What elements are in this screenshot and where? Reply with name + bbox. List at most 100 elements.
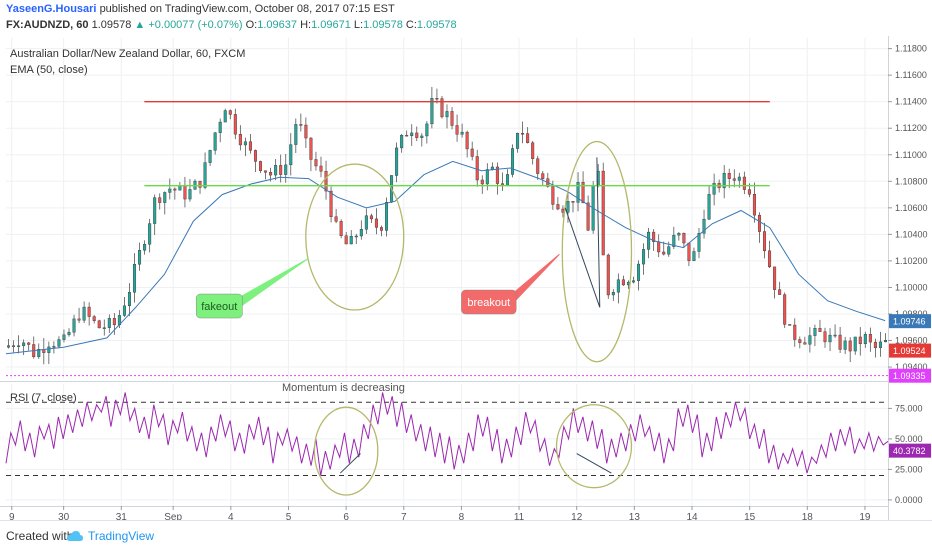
candle	[858, 327, 862, 356]
y-tick-label: 1.09400	[895, 362, 928, 372]
price-tag-box	[889, 343, 931, 358]
candle	[536, 155, 540, 180]
rsi-highlight-ellipse[interactable]	[313, 406, 379, 496]
candle	[425, 121, 429, 144]
chart-canvas[interactable]: Australian Dollar/New Zealand Dollar, 60…	[0, 36, 932, 520]
candle	[259, 160, 263, 174]
candle	[798, 336, 802, 349]
candle-body	[148, 223, 152, 245]
candle	[878, 331, 882, 357]
candle	[556, 197, 560, 211]
candle	[228, 109, 232, 120]
candle-body	[440, 98, 444, 118]
high-label: H:	[300, 19, 312, 31]
candle-body	[460, 131, 464, 135]
candle	[883, 333, 887, 343]
candle-body	[692, 251, 696, 261]
candle	[521, 121, 525, 144]
low-label: L:	[353, 19, 364, 31]
candle-body	[450, 111, 454, 126]
candle-body	[485, 169, 489, 185]
candle	[722, 165, 726, 199]
author-link[interactable]: YaseenG.Housari	[6, 3, 97, 15]
candle	[455, 114, 459, 142]
candle	[420, 133, 424, 147]
rsi-tick-label: 75.000	[895, 403, 923, 413]
candle-body	[853, 336, 857, 352]
candle-body	[601, 170, 605, 256]
rsi-tick-label: 0.0000	[895, 495, 923, 505]
rsi-highlight-ellipse[interactable]	[555, 404, 633, 489]
momentum-annotation: Momentum is decreasing	[282, 382, 405, 394]
candle-body	[798, 339, 802, 343]
candle	[647, 227, 651, 259]
time-axis[interactable]: 9 30 31 Sep 4 5 6 7 8 11 12 13 14 15 18 19	[9, 506, 871, 520]
candle-body	[183, 185, 187, 200]
candle-body	[248, 141, 252, 151]
candle-body	[238, 133, 242, 146]
candle-body	[47, 346, 51, 353]
highlight-ellipse[interactable]	[561, 140, 633, 363]
candle-body	[637, 263, 641, 281]
candle	[102, 319, 106, 336]
tradingview-brand[interactable]: TradingView	[88, 529, 155, 543]
candle-body	[838, 334, 842, 350]
ema-legend: EMA (50, close)	[10, 64, 88, 76]
candle-body	[682, 233, 686, 244]
candle	[173, 187, 177, 200]
candle-body	[52, 346, 56, 348]
candle	[616, 273, 620, 304]
candle	[410, 124, 414, 146]
highlight-ellipse[interactable]	[305, 163, 405, 311]
price-pane[interactable]: Australian Dollar/New Zealand Dollar, 60…	[5, 48, 888, 377]
fakeout-callout[interactable]: fakeout	[195, 257, 309, 319]
candle	[299, 113, 303, 132]
candle	[374, 208, 378, 235]
candle	[62, 329, 66, 343]
candle	[349, 230, 353, 245]
candle-body	[883, 340, 887, 343]
candle	[848, 337, 852, 363]
candle-body	[223, 110, 227, 123]
rsi-pane[interactable]: RSI (7, close) Momentum is decreasing	[5, 382, 889, 496]
candle-body	[778, 289, 782, 295]
candle	[163, 191, 167, 215]
candle-body	[586, 202, 590, 231]
breakout-callout[interactable]: breakout	[461, 253, 560, 315]
candle	[133, 253, 137, 303]
candle-body	[143, 244, 147, 251]
candle	[57, 336, 61, 349]
price-tag-box	[889, 314, 931, 329]
candle-body	[102, 327, 106, 329]
candle-body	[112, 318, 116, 326]
candle-body	[228, 110, 232, 115]
candle-body	[67, 331, 71, 336]
candle	[470, 141, 474, 161]
candle	[354, 233, 358, 245]
candle	[475, 149, 479, 187]
candle-body	[379, 227, 383, 231]
x-tick-label: 5	[286, 512, 292, 520]
symbol-label[interactable]: FX:AUDNZD, 60	[6, 19, 89, 31]
chart-header: YaseenG.Housari published on TradingView…	[0, 0, 932, 36]
candle	[405, 130, 409, 137]
candle-body	[420, 135, 424, 138]
candle-body	[828, 334, 832, 343]
candle	[97, 319, 101, 329]
candle	[67, 328, 71, 337]
candle	[223, 108, 227, 123]
candle-body	[62, 334, 66, 340]
candle	[526, 127, 530, 144]
rsi-trendline	[340, 453, 361, 474]
candle	[158, 193, 162, 210]
candle	[148, 218, 152, 253]
candle-body	[122, 305, 126, 316]
candle	[818, 319, 822, 332]
candle	[213, 132, 217, 155]
candle	[742, 171, 746, 195]
candle-body	[768, 250, 772, 268]
candle	[87, 302, 91, 326]
price-axis[interactable]: 1.11800 1.11600 1.11400 1.11200 1.11000 1.108…	[888, 44, 931, 505]
candle-body	[97, 320, 101, 329]
low-value: 1.09578	[363, 19, 403, 31]
